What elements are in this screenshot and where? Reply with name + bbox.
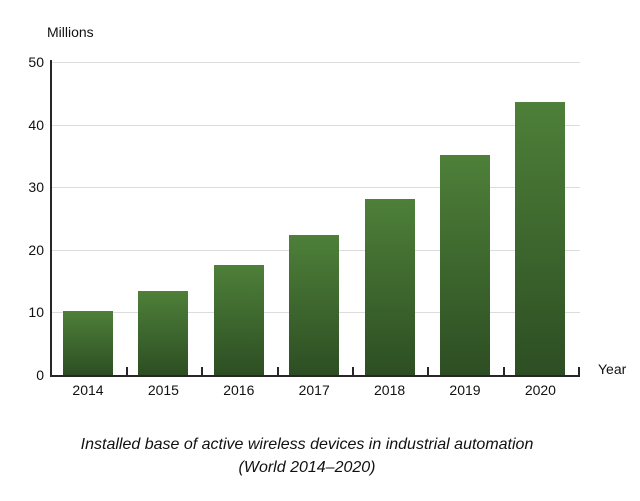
x-axis-tick	[351, 367, 354, 375]
x-axis-tick	[276, 367, 279, 375]
gridline-40	[52, 124, 580, 126]
chart-caption: Installed base of active wireless device…	[0, 433, 614, 479]
x-axis-tick	[427, 367, 430, 375]
caption-line-1: Installed base of active wireless device…	[80, 436, 534, 453]
gridline-30	[52, 187, 580, 189]
x-axis-title: Year	[598, 361, 627, 377]
x-axis-tick	[502, 367, 505, 375]
bar-2016	[213, 264, 264, 375]
bar-2018	[364, 199, 415, 375]
y-axis-line	[50, 60, 52, 377]
y-tick-label-50: 50	[28, 54, 44, 70]
x-tick-label-2016: 2016	[223, 382, 255, 398]
x-tick-label-2015: 2015	[147, 382, 179, 398]
y-tick-label-10: 10	[28, 304, 44, 321]
bar-2020	[515, 102, 566, 375]
bar-2017	[289, 234, 340, 375]
bar-2014	[63, 310, 113, 375]
x-axis-tick	[201, 367, 204, 375]
x-tick-label-2014: 2014	[72, 382, 104, 398]
x-tick-label-2020: 2020	[524, 382, 556, 398]
y-tick-label-20: 20	[28, 241, 44, 258]
bar-2015	[138, 290, 189, 375]
plot-area	[52, 62, 581, 375]
y-tick-label-30: 30	[28, 179, 44, 196]
y-tick-label-0: 0	[36, 367, 44, 383]
gridline-50	[52, 62, 580, 63]
caption-line-2: (World 2014–2020)	[238, 459, 376, 476]
x-tick-label-2017: 2017	[298, 382, 330, 398]
x-axis-tick	[578, 367, 581, 375]
y-tick-label-40: 40	[28, 116, 44, 133]
y-axis-title: Millions	[47, 24, 94, 40]
x-tick-label-2019: 2019	[449, 382, 481, 398]
bar-2019	[440, 155, 490, 375]
x-tick-label-2018: 2018	[374, 382, 406, 398]
x-axis-line	[50, 375, 580, 377]
x-axis-tick	[125, 367, 128, 375]
